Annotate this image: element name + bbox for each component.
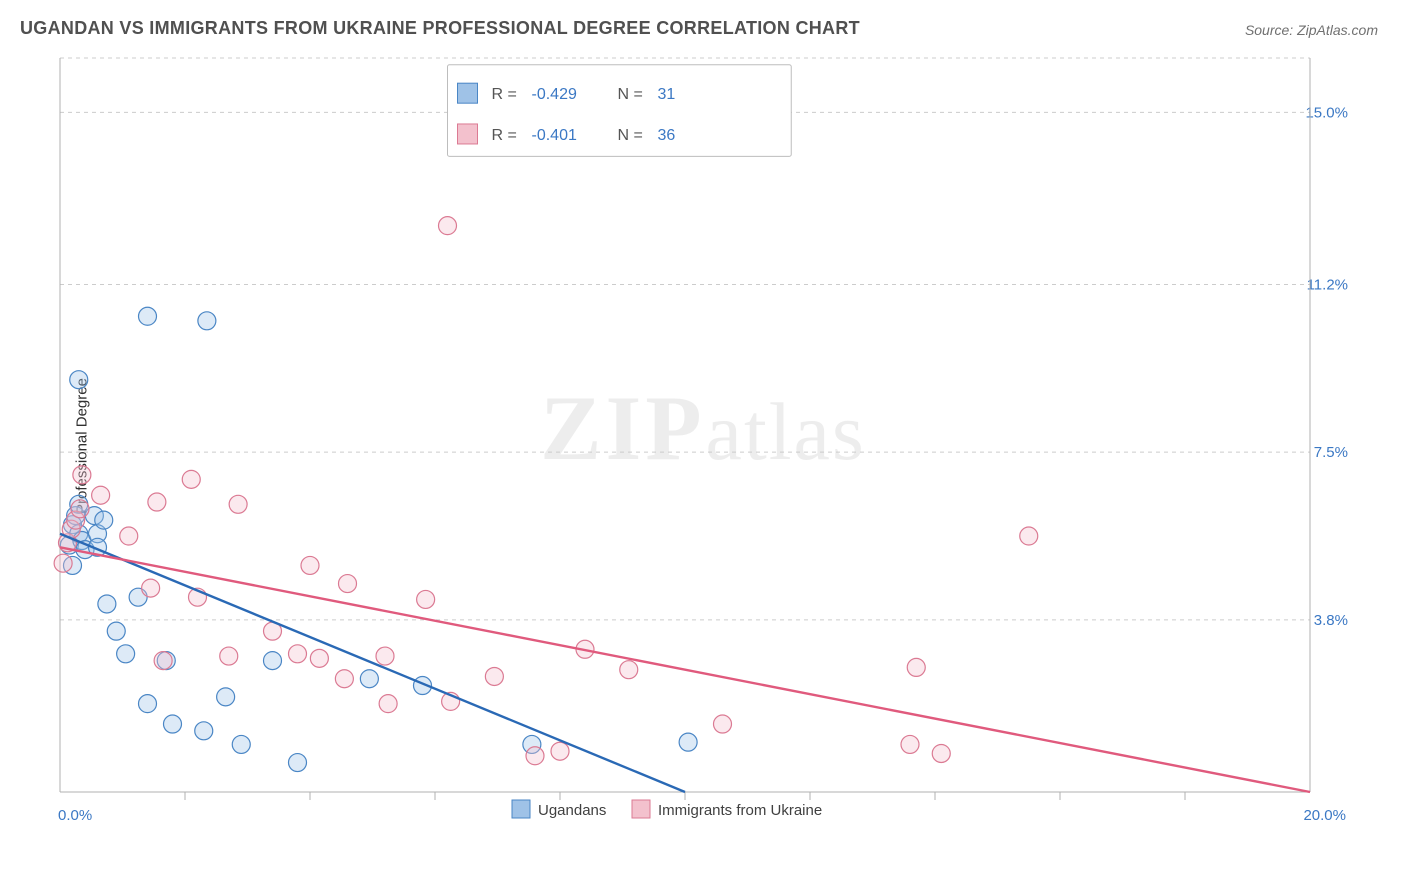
data-point — [907, 658, 925, 676]
data-point — [379, 695, 397, 713]
stats-R-label: R = — [492, 127, 517, 144]
data-point — [117, 645, 135, 663]
data-point — [220, 647, 238, 665]
data-point — [164, 715, 182, 733]
data-point — [229, 495, 247, 513]
legend-swatch — [632, 800, 650, 818]
data-point — [679, 733, 697, 751]
data-point — [139, 307, 157, 325]
legend-label: Ugandans — [538, 802, 606, 819]
stats-R-value: -0.429 — [532, 86, 577, 103]
data-point — [232, 735, 250, 753]
x-tick-label: 0.0% — [58, 807, 92, 824]
data-point — [289, 645, 307, 663]
data-point — [71, 500, 89, 518]
y-tick-label: 7.5% — [1314, 444, 1348, 461]
data-point — [376, 647, 394, 665]
stats-R-label: R = — [492, 86, 517, 103]
data-point — [339, 575, 357, 593]
data-point — [195, 722, 213, 740]
stats-R-value: -0.401 — [532, 127, 577, 144]
data-point — [107, 622, 125, 640]
stats-N-value: 36 — [658, 127, 676, 144]
data-point — [360, 670, 378, 688]
data-point — [439, 217, 457, 235]
data-point — [901, 735, 919, 753]
stats-N-value: 31 — [658, 86, 676, 103]
scatter-svg: 3.8% 7.5% 11.2% 15.0% 0.0% 20.0% R = -0.429 N = 3… — [52, 52, 1352, 830]
chart-title: UGANDAN VS IMMIGRANTS FROM UKRAINE PROFE… — [20, 18, 860, 39]
legend-swatch — [512, 800, 530, 818]
stats-N-label: N = — [618, 86, 643, 103]
data-point — [1020, 527, 1038, 545]
y-tick-label: 11.2% — [1307, 277, 1348, 294]
data-point — [264, 652, 282, 670]
stats-swatch — [458, 124, 478, 144]
data-point — [289, 754, 307, 772]
data-point — [154, 652, 172, 670]
data-point — [73, 466, 91, 484]
data-point — [142, 579, 160, 597]
data-point — [139, 695, 157, 713]
data-point — [95, 511, 113, 529]
stats-N-label: N = — [618, 127, 643, 144]
data-point — [182, 470, 200, 488]
data-point — [714, 715, 732, 733]
data-point — [198, 312, 216, 330]
data-point — [54, 554, 72, 572]
trend-line — [60, 547, 1310, 792]
x-tick-label: 20.0% — [1303, 807, 1346, 824]
trend-line — [60, 534, 685, 792]
data-point — [310, 649, 328, 667]
data-point — [551, 742, 569, 760]
y-tick-label: 15.0% — [1305, 104, 1348, 121]
data-point — [417, 590, 435, 608]
data-point — [526, 747, 544, 765]
source-label: Source: ZipAtlas.com — [1245, 22, 1378, 38]
data-point — [335, 670, 353, 688]
data-point — [120, 527, 138, 545]
data-point — [217, 688, 235, 706]
plot-area: 3.8% 7.5% 11.2% 15.0% 0.0% 20.0% R = -0.429 N = 3… — [52, 52, 1352, 830]
data-point — [92, 486, 110, 504]
data-point — [301, 556, 319, 574]
data-point — [148, 493, 166, 511]
y-tick-label: 3.8% — [1314, 612, 1348, 629]
stats-swatch — [458, 83, 478, 103]
legend-label: Immigrants from Ukraine — [658, 802, 822, 819]
data-point — [70, 371, 88, 389]
data-point — [620, 661, 638, 679]
data-point — [932, 744, 950, 762]
data-point — [98, 595, 116, 613]
data-point — [485, 667, 503, 685]
